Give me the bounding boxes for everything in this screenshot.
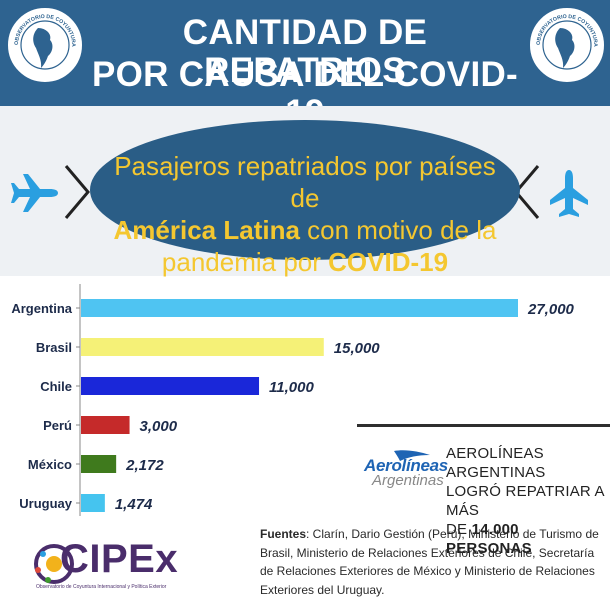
chart-subtitle: Pasajeros repatriados por países de Amér… bbox=[110, 150, 500, 278]
header-title-line1: CANTIDAD DE REPATRIOS bbox=[182, 13, 428, 90]
bar-chile bbox=[81, 377, 260, 395]
globe-icon: OBSERVATORIO DE COYUNTURA INTERNACIONAL … bbox=[8, 8, 76, 70]
cipex-logo-word: CIPEx bbox=[60, 537, 179, 581]
cipex-logo-mark bbox=[34, 544, 74, 584]
category-label: Brasil bbox=[36, 340, 72, 355]
bar-chart: Argentina 27,000 Brasil 15,000 Chile 11,000 Pe… bbox=[11, 284, 575, 516]
subtitle-part1: Pasajeros repatriados por países de bbox=[114, 151, 496, 213]
category-label: Chile bbox=[40, 379, 72, 394]
globe-icon: OBSERVATORIO DE COYUNTURA INTERNACIONAL … bbox=[530, 8, 598, 70]
chevron-right-icon bbox=[64, 165, 90, 219]
value-label: 11,000 bbox=[269, 379, 314, 396]
airplane-icon-left bbox=[11, 174, 58, 212]
sources-text: : Clarín, Dario Gestión (Perú), Minister… bbox=[260, 527, 599, 597]
notice-line2: LOGRÓ REPATRIAR A MÁS bbox=[446, 483, 604, 519]
value-label: 3,000 bbox=[140, 418, 178, 435]
value-label: 1,474 bbox=[115, 496, 153, 513]
notice-divider bbox=[357, 424, 610, 427]
bar-argentina bbox=[81, 299, 518, 317]
subtitle-part2: América Latina bbox=[113, 215, 300, 245]
value-label: 27,000 bbox=[527, 301, 575, 318]
cipex-logo-sub: Observatorio de Coyuntura Internacional … bbox=[36, 584, 167, 590]
subtitle-part5: COVID-19 bbox=[328, 247, 449, 277]
subtitle-oval bbox=[90, 120, 520, 260]
notice-card bbox=[357, 430, 610, 508]
value-label: 15,000 bbox=[334, 340, 381, 357]
subtitle-part3: con motivo de la bbox=[307, 215, 497, 245]
notice-text: AEROLÍNEAS ARGENTINAS LOGRÓ REPATRIAR A … bbox=[446, 444, 606, 558]
header-banner bbox=[0, 0, 610, 106]
bar-uruguay bbox=[81, 494, 105, 512]
bar-perú bbox=[81, 416, 130, 434]
airline-bird-icon bbox=[394, 450, 430, 461]
bar-brasil bbox=[81, 338, 324, 356]
observatory-seal-left: OBSERVATORIO DE COYUNTURA INTERNACIONAL … bbox=[6, 6, 84, 84]
notice-line3-bold: 14.000 PERSONAS bbox=[446, 521, 532, 557]
category-label: México bbox=[28, 457, 72, 472]
airplane-icon-right bbox=[550, 170, 588, 217]
category-label: Argentina bbox=[11, 301, 72, 316]
airline-logo-word2: Argentinas bbox=[372, 472, 444, 489]
airline-logo-word1: Aerolíneas bbox=[364, 456, 448, 475]
sources-label: Fuentes bbox=[260, 527, 307, 541]
subtitle-part4: pandemia por bbox=[161, 247, 321, 277]
sources-note: Fuentes: Clarín, Dario Gestión (Perú), M… bbox=[260, 525, 605, 599]
notice-line3-prefix: DE bbox=[446, 521, 468, 538]
observatory-seal-right: OBSERVATORIO DE COYUNTURA INTERNACIONAL … bbox=[528, 6, 606, 84]
category-label: Perú bbox=[43, 418, 72, 433]
value-label: 2,172 bbox=[125, 457, 164, 474]
category-label: Uruguay bbox=[19, 496, 73, 511]
bar-méxico bbox=[81, 455, 117, 473]
notice-line1: AEROLÍNEAS ARGENTINAS bbox=[446, 445, 546, 481]
